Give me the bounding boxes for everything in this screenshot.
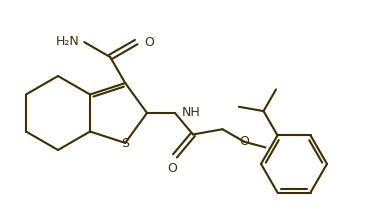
Text: S: S [121,137,129,150]
Text: NH: NH [182,106,201,119]
Text: H₂N: H₂N [56,35,79,48]
Text: O: O [144,36,154,49]
Text: O: O [167,162,177,175]
Text: O: O [239,135,249,148]
